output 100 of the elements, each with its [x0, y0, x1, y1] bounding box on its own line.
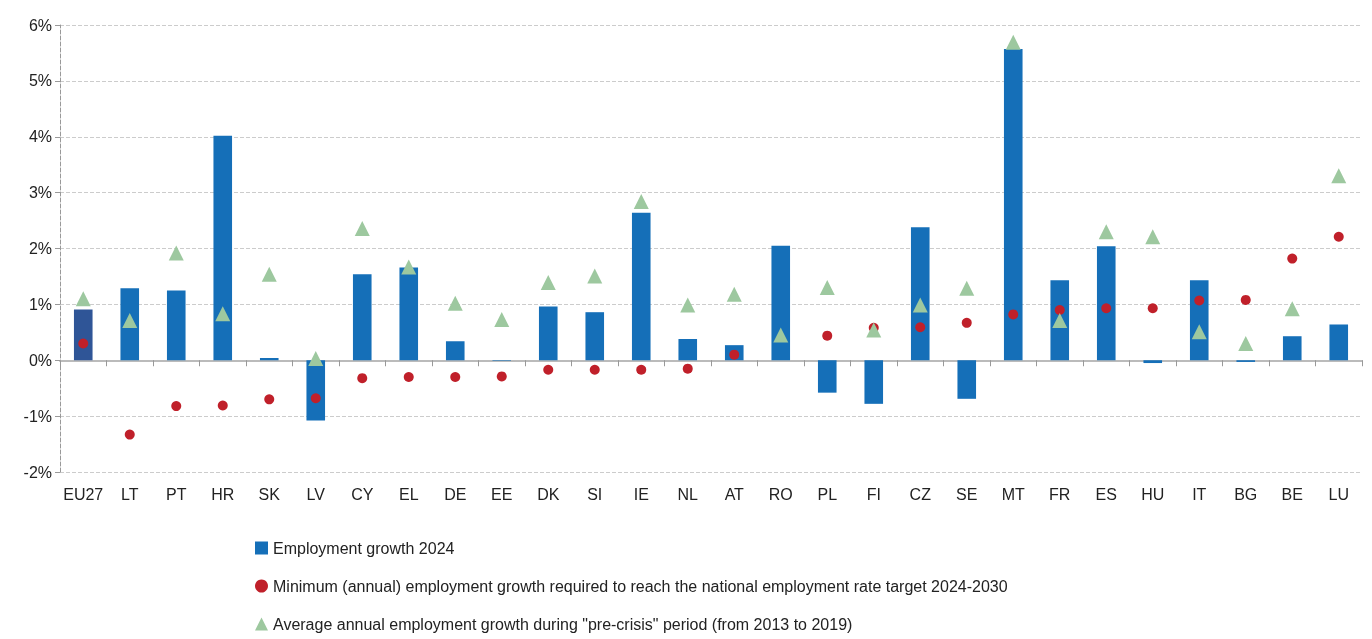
x-tick-label: BG [1234, 485, 1258, 503]
point [308, 351, 324, 367]
point [1098, 224, 1114, 240]
bar [1143, 360, 1163, 364]
bar [631, 212, 651, 361]
point [1333, 231, 1344, 242]
point [961, 317, 972, 328]
bar [585, 312, 605, 361]
legend-label: Employment growth 2024 [273, 539, 455, 557]
y-tick-label: 3% [28, 184, 52, 202]
point [819, 280, 835, 296]
point [447, 295, 463, 311]
x-tick-label: EU27 [63, 485, 104, 503]
bar [1096, 246, 1116, 361]
point [264, 394, 275, 405]
bar [864, 360, 884, 404]
bar [73, 309, 93, 361]
point [1331, 168, 1347, 184]
y-tick-label: 0% [28, 351, 52, 369]
point [1054, 304, 1065, 315]
point [403, 372, 414, 383]
bar [259, 358, 279, 361]
bar [352, 274, 372, 361]
y-tick-label: 4% [28, 128, 52, 146]
x-tick-label: CY [351, 485, 374, 503]
x-tick-label: HR [211, 485, 235, 503]
x-tick-label: RO [768, 485, 793, 503]
x-tick-label: HU [1141, 485, 1165, 503]
y-tick-label: 1% [28, 295, 52, 313]
bar [678, 339, 698, 361]
point [78, 338, 89, 349]
bar [817, 360, 837, 393]
point [354, 220, 370, 236]
x-tick-label: ES [1095, 485, 1117, 503]
y-tick-label: 2% [28, 240, 52, 257]
point [1145, 229, 1161, 245]
point [1052, 313, 1068, 329]
bar [1282, 336, 1302, 361]
point [543, 364, 554, 375]
point [1238, 335, 1254, 351]
bar [771, 245, 791, 361]
point [589, 364, 600, 375]
bar [1329, 324, 1349, 361]
point [168, 245, 184, 261]
x-tick-label: BE [1281, 485, 1303, 503]
point [124, 429, 135, 440]
point [1287, 253, 1298, 264]
point [866, 322, 882, 338]
bar [538, 306, 558, 361]
x-tick-label: LV [306, 485, 326, 503]
point [1101, 303, 1112, 314]
x-tick-label: DK [537, 485, 560, 503]
point [494, 311, 510, 327]
point [75, 291, 91, 307]
point [1284, 301, 1300, 317]
x-tick-label: PT [166, 485, 187, 503]
x-tick-label: FR [1049, 485, 1071, 503]
point [215, 306, 231, 322]
point [310, 393, 321, 404]
x-tick-label: EE [491, 485, 513, 503]
x-tick-label: CZ [909, 485, 932, 503]
point [959, 280, 975, 296]
point [496, 371, 507, 382]
point [587, 268, 603, 284]
point [1194, 295, 1205, 306]
x-tick-label: LU [1328, 485, 1349, 503]
x-tick-label: IT [1192, 485, 1207, 503]
point [680, 297, 696, 313]
point [540, 275, 556, 291]
x-tick-label: PL [817, 485, 838, 503]
legend-label: Minimum (annual) employment growth required to reach the national employment rate target 2024-2030 [273, 577, 1008, 595]
bar [166, 290, 186, 361]
y-tick-label: -1% [23, 407, 52, 425]
point [357, 373, 368, 384]
x-tick-label: EL [398, 485, 419, 503]
point [1191, 324, 1207, 340]
legend-label: Average annual employment growth during "pre-crisis" period (from 2013 to 2019) [273, 615, 853, 633]
x-tick-label: DE [444, 485, 467, 503]
point [726, 286, 742, 302]
point [915, 322, 926, 333]
point [1008, 309, 1019, 320]
y-tick-label: 5% [28, 72, 52, 90]
point [633, 194, 649, 210]
point [1147, 303, 1158, 314]
bar [957, 360, 977, 399]
point [261, 266, 277, 282]
point [122, 313, 138, 329]
point [912, 297, 928, 313]
bar [1003, 49, 1023, 361]
x-tick-label: SK [258, 485, 281, 503]
point [1240, 294, 1251, 305]
x-tick-label: SE [956, 485, 978, 503]
bar [213, 135, 233, 361]
point [1005, 34, 1021, 50]
x-tick-label: MT [1001, 485, 1026, 503]
point [450, 372, 461, 383]
point [773, 327, 789, 343]
y-tick-label: -2% [23, 463, 52, 481]
point [401, 259, 417, 275]
x-tick-label: IE [633, 485, 649, 503]
